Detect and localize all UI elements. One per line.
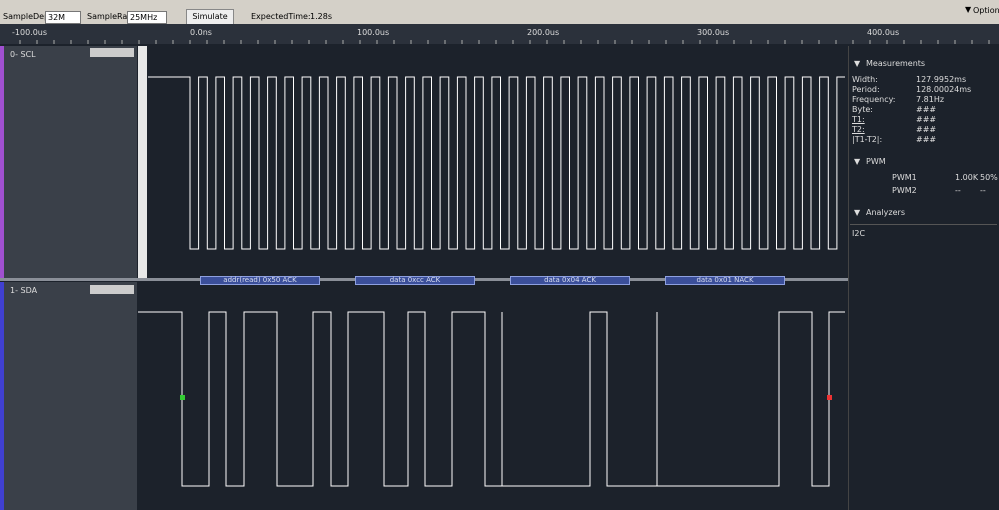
label: SampleRate bbox=[87, 12, 136, 21]
icon: ▼ bbox=[854, 59, 861, 68]
decode-label: data 0x01 NACK bbox=[665, 276, 785, 285]
channel-label: 1- SDA bbox=[10, 286, 38, 295]
ruler bbox=[0, 24, 999, 44]
pwm-label: PWM2 bbox=[892, 186, 917, 195]
measure-label: Width: bbox=[852, 75, 878, 84]
measure-label: Byte: bbox=[852, 105, 873, 114]
measure-label: |T1-T2|: bbox=[852, 135, 883, 144]
label: SampleDepth bbox=[3, 12, 58, 21]
sda-wave bbox=[138, 311, 845, 487]
measure-value: ### bbox=[916, 105, 937, 114]
pwm-label: PWM1 bbox=[892, 173, 917, 182]
scrollbar[interactable] bbox=[138, 46, 147, 278]
ruler-label: -100.0us bbox=[12, 28, 48, 37]
measure-label: T2: bbox=[852, 125, 865, 134]
measure-value: ### bbox=[916, 115, 937, 124]
channel-label: 0- SCL bbox=[10, 50, 36, 59]
ruler-label: 300.0us bbox=[697, 28, 730, 37]
section-title: Measurements bbox=[866, 59, 926, 68]
channel-panel bbox=[0, 46, 137, 278]
marker bbox=[180, 395, 185, 400]
dropdown[interactable]: 32M bbox=[45, 11, 81, 24]
measure-value: ### bbox=[916, 125, 937, 134]
channel-buttons[interactable] bbox=[90, 48, 134, 57]
value: 1.28s bbox=[310, 12, 332, 21]
measure-label: Frequency: bbox=[852, 95, 896, 104]
measure-label: Period: bbox=[852, 85, 880, 94]
measure-value: 127.9952ms bbox=[916, 75, 967, 84]
measure-value: ### bbox=[916, 135, 937, 144]
pwm-value: 1.00K bbox=[955, 173, 979, 182]
icon: ▼ bbox=[854, 157, 861, 166]
section-title: Analyzers bbox=[866, 208, 905, 217]
decode-label: data 0xcc ACK bbox=[355, 276, 475, 285]
analyzer-item[interactable]: I2C bbox=[852, 229, 866, 238]
dropdown[interactable]: 25MHz bbox=[127, 11, 167, 24]
pwm-value: -- bbox=[955, 186, 961, 195]
channel-panel bbox=[0, 282, 137, 510]
ruler-label: 100.0us bbox=[357, 28, 390, 37]
channel-buttons[interactable] bbox=[90, 285, 134, 294]
ruler-label: 400.0us bbox=[867, 28, 900, 37]
icon: ▼ bbox=[854, 208, 861, 217]
side-panel bbox=[848, 46, 999, 510]
ruler-label: 0.0ns bbox=[190, 28, 212, 37]
measure-value: 7.81Hz bbox=[916, 95, 945, 104]
separator bbox=[850, 224, 997, 225]
measure-label: T1: bbox=[852, 115, 865, 124]
ruler-label: 200.0us bbox=[527, 28, 560, 37]
marker bbox=[827, 395, 832, 400]
measure-value: 128.00024ms bbox=[916, 85, 972, 94]
scl-wave bbox=[148, 76, 845, 250]
pwm-duty: -- bbox=[980, 186, 986, 195]
decode-label: data 0x04 ACK bbox=[510, 276, 630, 285]
menu[interactable]: Options bbox=[973, 6, 999, 15]
icon: ▼ bbox=[965, 5, 972, 14]
decode-label: addr(read) 0x50 ACK bbox=[200, 276, 320, 285]
section-title: PWM bbox=[866, 157, 886, 166]
pwm-duty: 50% bbox=[980, 173, 998, 182]
label: ExpectedTime: bbox=[251, 12, 311, 21]
